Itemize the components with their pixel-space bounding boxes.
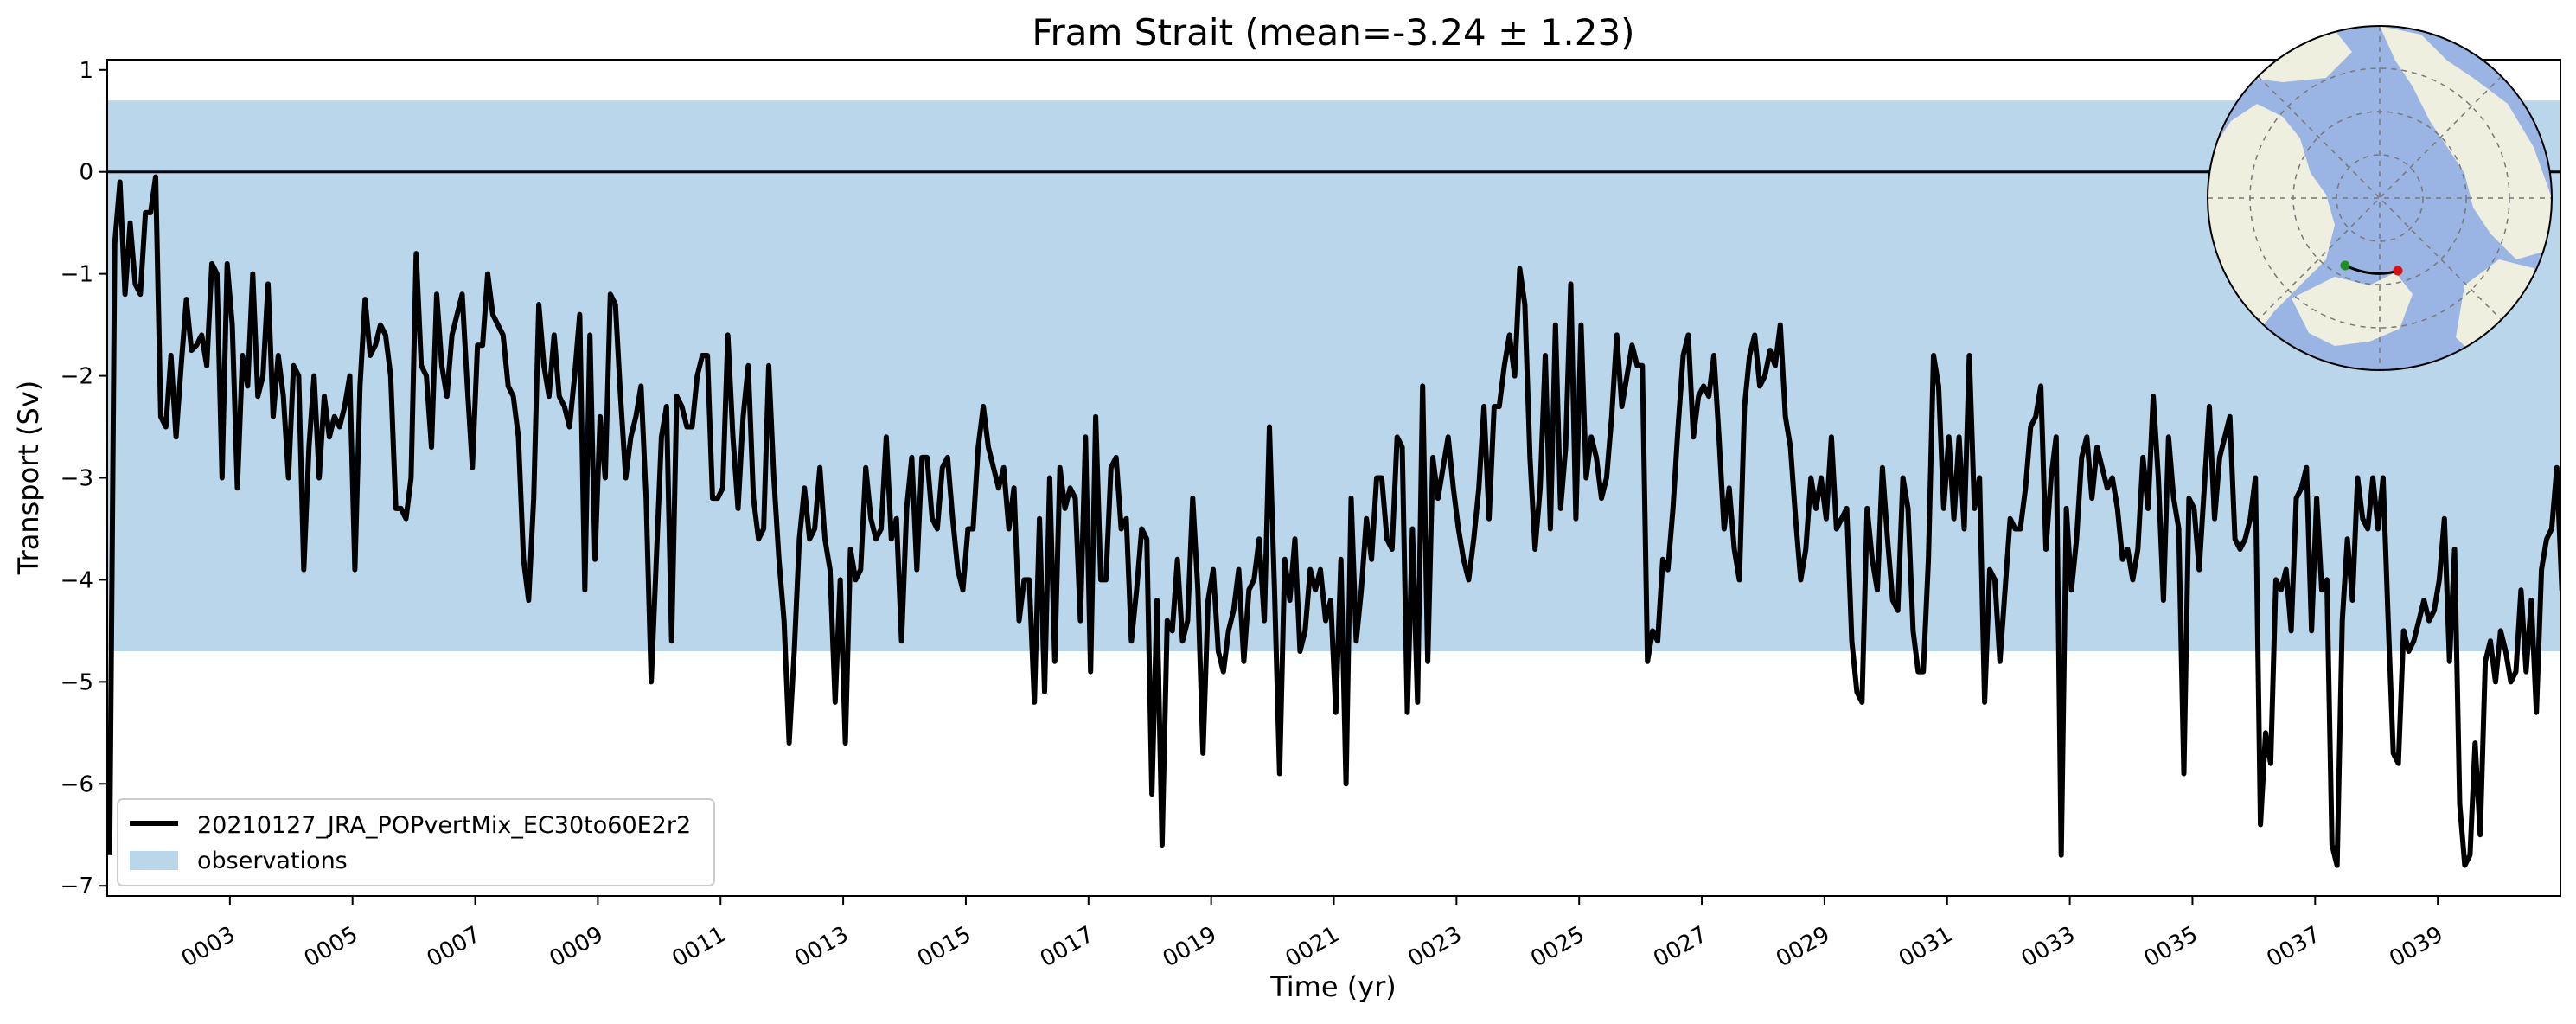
x-tick-label: 0027 — [1649, 921, 1711, 972]
y-tick-label: 0 — [79, 160, 93, 186]
x-tick-label: 0011 — [668, 921, 730, 972]
x-tick-label: 0003 — [177, 921, 240, 972]
legend-series-label: 20210127_JRA_POPvertMix_EC30to60E2r2 — [197, 812, 691, 839]
x-tick-label: 0021 — [1282, 921, 1344, 972]
y-axis-label: Transport (Sv) — [12, 381, 45, 576]
inset-map-section-end — [2393, 266, 2403, 276]
x-tick-label: 0025 — [1526, 921, 1588, 972]
legend: 20210127_JRA_POPvertMix_EC30to60E2r2 obs… — [117, 798, 715, 886]
x-tick-label: 0029 — [1772, 921, 1834, 972]
y-tick-label: −4 — [61, 567, 93, 593]
x-tick-label: 0035 — [2140, 921, 2202, 972]
y-tick-label: −2 — [61, 364, 93, 390]
x-tick-label: 0015 — [913, 921, 975, 972]
x-tick-label: 0039 — [2385, 921, 2447, 972]
x-tick-label: 0013 — [790, 921, 853, 972]
y-tick-label: −5 — [61, 669, 93, 695]
inset-map — [2207, 25, 2553, 371]
y-tick-label: −6 — [61, 771, 93, 797]
observation-band — [107, 100, 2560, 651]
legend-observations-label: observations — [197, 848, 348, 874]
y-tick-label: −1 — [61, 262, 93, 288]
y-tick-label: −3 — [61, 466, 93, 492]
inset-map-border — [2207, 25, 2553, 371]
inset-map-section-start — [2340, 260, 2350, 271]
chart-title: Fram Strait (mean=-3.24 ± 1.23) — [1032, 11, 1634, 54]
x-axis-label: Time (yr) — [1269, 970, 1397, 1003]
series-line — [107, 174, 2560, 868]
x-tick-label: 0033 — [2017, 921, 2080, 972]
x-tick-label: 0031 — [1895, 921, 1957, 972]
x-tick-label: 0017 — [1036, 921, 1098, 972]
x-tick-label: 0009 — [545, 921, 607, 972]
legend-box — [117, 798, 715, 886]
x-tick-label: 0007 — [423, 921, 485, 972]
x-tick-label: 0019 — [1159, 921, 1221, 972]
y-tick-label: −7 — [61, 874, 93, 899]
x-tick-label: 0005 — [300, 921, 362, 972]
y-tick-label: 1 — [79, 58, 93, 84]
x-tick-label: 0037 — [2262, 921, 2324, 972]
x-tick-label: 0023 — [1403, 921, 1466, 972]
legend-observations-swatch — [130, 851, 178, 870]
